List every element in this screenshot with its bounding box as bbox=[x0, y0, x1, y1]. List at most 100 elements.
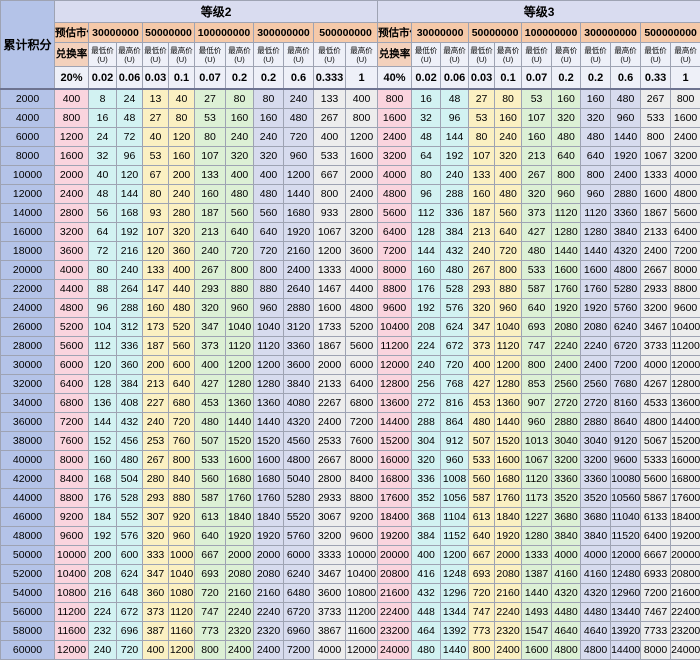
price-cell: 480 bbox=[226, 185, 254, 204]
price-cell: 240 bbox=[195, 242, 226, 261]
price-cell: 1600 bbox=[495, 451, 522, 470]
price-cell: 1200 bbox=[495, 356, 522, 375]
price-cell: 6240 bbox=[611, 318, 641, 337]
price-cell: 347 bbox=[143, 565, 169, 584]
estimated-value-cell: 12000 bbox=[55, 641, 89, 660]
price-cell: 1600 bbox=[671, 109, 700, 128]
price-cell: 747 bbox=[522, 337, 552, 356]
price-cell: 1920 bbox=[552, 299, 581, 318]
price-cell: 216 bbox=[89, 584, 117, 603]
price-cell: 5600 bbox=[346, 337, 378, 356]
price-cell: 240 bbox=[441, 166, 469, 185]
price-cell: 133 bbox=[314, 89, 346, 109]
price-cell: 400 bbox=[346, 89, 378, 109]
price-cell: 6000 bbox=[284, 546, 314, 565]
price-cell: 320 bbox=[469, 299, 495, 318]
score-cell: 14000 bbox=[1, 204, 55, 223]
price-cell: 2240 bbox=[581, 337, 611, 356]
price-cell: 800 bbox=[671, 89, 700, 109]
price-cell: 4267 bbox=[641, 375, 671, 394]
price-cell: 6720 bbox=[284, 603, 314, 622]
score-cell: 4000 bbox=[1, 109, 55, 128]
price-cell: 373 bbox=[143, 603, 169, 622]
price-cell: 1440 bbox=[522, 584, 552, 603]
price-cell: 336 bbox=[412, 470, 441, 489]
price-cell: 336 bbox=[441, 204, 469, 223]
price-cell: 3200 bbox=[581, 451, 611, 470]
price-cell: 400 bbox=[314, 128, 346, 147]
price-cell: 144 bbox=[117, 185, 143, 204]
price-cell: 16 bbox=[89, 109, 117, 128]
estimated-value-cell: 7600 bbox=[55, 432, 89, 451]
price-cell: 96 bbox=[117, 147, 143, 166]
price-cell: 4160 bbox=[552, 565, 581, 584]
price-cell: 6400 bbox=[346, 375, 378, 394]
price-cell: 5040 bbox=[284, 470, 314, 489]
price-cell: 1440 bbox=[611, 128, 641, 147]
max-price-label: 最高价 (U) bbox=[441, 43, 469, 67]
price-cell: 2933 bbox=[314, 489, 346, 508]
price-cell: 3360 bbox=[611, 204, 641, 223]
price-cell: 6667 bbox=[641, 546, 671, 565]
price-cell: 5200 bbox=[346, 318, 378, 337]
price-cell: 693 bbox=[522, 318, 552, 337]
estimated-value-cell: 10400 bbox=[378, 318, 412, 337]
price-cell: 272 bbox=[412, 394, 441, 413]
price-cell: 320 bbox=[169, 223, 195, 242]
price-cell: 400 bbox=[169, 261, 195, 280]
price-cell: 1920 bbox=[495, 527, 522, 546]
estimated-value-cell: 14400 bbox=[378, 413, 412, 432]
price-cell: 2667 bbox=[641, 261, 671, 280]
price-cell: 1333 bbox=[641, 166, 671, 185]
price-cell: 11200 bbox=[671, 337, 700, 356]
price-cell: 2933 bbox=[641, 280, 671, 299]
price-cell: 320 bbox=[254, 147, 284, 166]
price-cell: 1867 bbox=[641, 204, 671, 223]
price-cell: 720 bbox=[284, 128, 314, 147]
price-cell: 800 bbox=[314, 185, 346, 204]
price-cell: 387 bbox=[143, 622, 169, 641]
price-cell: 112 bbox=[89, 337, 117, 356]
price-cell: 373 bbox=[522, 204, 552, 223]
price-cell: 2080 bbox=[581, 318, 611, 337]
price-cell: 5600 bbox=[671, 204, 700, 223]
price-cell: 773 bbox=[469, 622, 495, 641]
price-cell: 427 bbox=[469, 375, 495, 394]
price-cell: 4320 bbox=[611, 242, 641, 261]
estimated-value-cell: 10400 bbox=[55, 565, 89, 584]
price-cell: 3360 bbox=[284, 337, 314, 356]
price-cell: 7200 bbox=[284, 641, 314, 660]
price-cell: 3200 bbox=[641, 299, 671, 318]
price-cell: 3840 bbox=[611, 223, 641, 242]
price-cell: 427 bbox=[195, 375, 226, 394]
min-price-label: 最低价 (U) bbox=[254, 43, 284, 67]
price-cell: 720 bbox=[469, 584, 495, 603]
estimated-value-cell: 400 bbox=[55, 89, 89, 109]
price-cell: 1120 bbox=[169, 603, 195, 622]
max-price-ratio: 0.6 bbox=[284, 67, 314, 90]
price-cell: 720 bbox=[169, 413, 195, 432]
price-cell: 2800 bbox=[346, 204, 378, 223]
min-price-ratio: 0.33 bbox=[641, 67, 671, 90]
price-cell: 7600 bbox=[346, 432, 378, 451]
price-cell: 1760 bbox=[226, 489, 254, 508]
score-cell: 30000 bbox=[1, 356, 55, 375]
price-cell: 8000 bbox=[346, 451, 378, 470]
price-cell: 1600 bbox=[641, 185, 671, 204]
market-value: 300000000 bbox=[254, 23, 314, 43]
price-cell: 400 bbox=[195, 356, 226, 375]
max-price-ratio: 0.1 bbox=[169, 67, 195, 90]
price-cell: 800 bbox=[195, 641, 226, 660]
estimated-value-cell: 8800 bbox=[55, 489, 89, 508]
price-cell: 128 bbox=[89, 375, 117, 394]
price-cell: 280 bbox=[143, 470, 169, 489]
price-cell: 8400 bbox=[346, 470, 378, 489]
price-cell: 1600 bbox=[522, 641, 552, 660]
price-cell: 2400 bbox=[495, 641, 522, 660]
min-price-label: 最低价 (U) bbox=[469, 43, 495, 67]
price-cell: 1467 bbox=[314, 280, 346, 299]
